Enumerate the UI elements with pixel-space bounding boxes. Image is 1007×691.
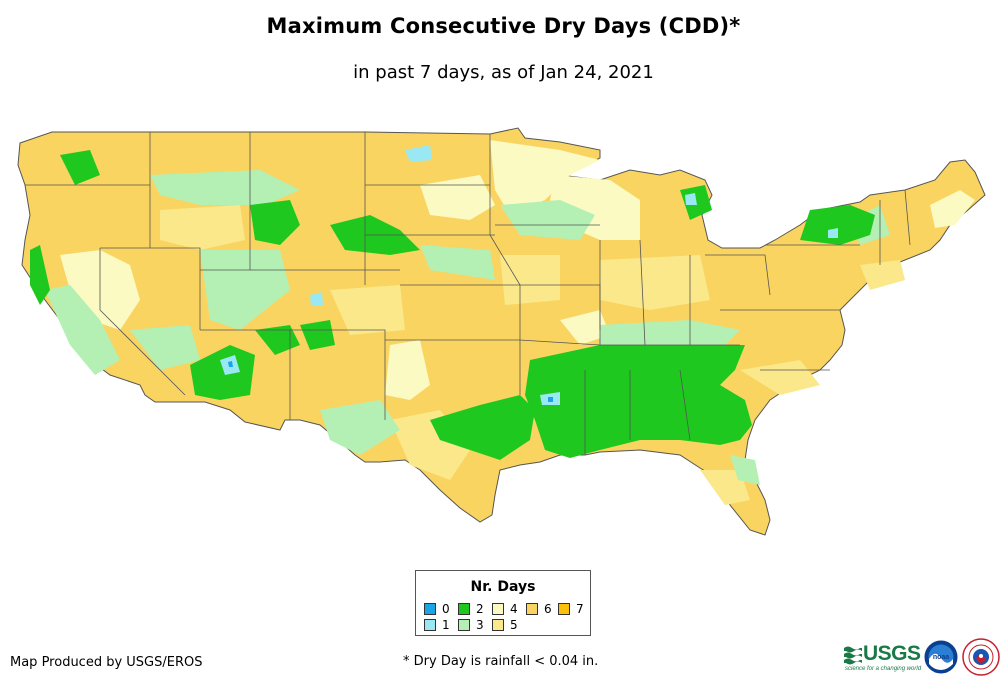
state-borders (25, 132, 911, 455)
usgs-logo: USGS science for a changing world (843, 640, 922, 676)
legend-swatch-4 (492, 603, 504, 615)
map-title: Maximum Consecutive Dry Days (CDD)* (266, 14, 741, 38)
legend-title: Nr. Days (470, 579, 536, 595)
legend-swatch-3 (458, 619, 470, 631)
nws-emblem-icon (962, 638, 1000, 676)
region-1-day (220, 145, 838, 405)
legend-label-3: 3 (476, 618, 484, 632)
noaa-emblem-icon: noaa (924, 640, 958, 674)
legend-item-2: 2 (458, 602, 484, 616)
legend-label-7: 7 (576, 602, 584, 616)
map-subtitle: in past 7 days, as of Jan 24, 2021 (353, 62, 654, 83)
legend-label-0: 0 (442, 602, 450, 616)
legend-label-2: 2 (476, 602, 484, 616)
region-4-days (60, 140, 975, 400)
region-2-days (30, 150, 875, 460)
dry-day-footnote: * Dry Day is rainfall < 0.04 in. (403, 654, 599, 669)
legend-swatch-7 (558, 603, 570, 615)
legend: Nr. Days 0 1 2 3 4 5 6 7 (415, 570, 591, 636)
legend-swatch-0 (424, 603, 436, 615)
legend-item-4: 4 (492, 602, 518, 616)
legend-item-0: 0 (424, 602, 450, 616)
legend-item-1: 1 (424, 618, 450, 632)
map-credit: Map Produced by USGS/EROS (10, 655, 203, 670)
region-5-days (160, 205, 905, 505)
noaa-logo-text: noaa (933, 654, 949, 661)
legend-swatch-6 (526, 603, 538, 615)
usgs-tagline: science for a changing world (845, 666, 922, 672)
legend-label-4: 4 (510, 602, 518, 616)
legend-label-6: 6 (544, 602, 552, 616)
legend-swatch-5 (492, 619, 504, 631)
legend-swatch-1 (424, 619, 436, 631)
nws-logo (962, 638, 1000, 676)
usgs-wave-icon (844, 646, 862, 665)
legend-swatch-2 (458, 603, 470, 615)
legend-label-1: 1 (442, 618, 450, 632)
legend-item-5: 5 (492, 618, 518, 632)
legend-item-7: 7 (558, 602, 584, 616)
legend-item-6: 6 (526, 602, 552, 616)
legend-item-3: 3 (458, 618, 484, 632)
noaa-logo: noaa (924, 640, 958, 674)
usgs-logo-text: USGS (863, 642, 921, 665)
region-0-days (228, 361, 553, 402)
legend-label-5: 5 (510, 618, 518, 632)
